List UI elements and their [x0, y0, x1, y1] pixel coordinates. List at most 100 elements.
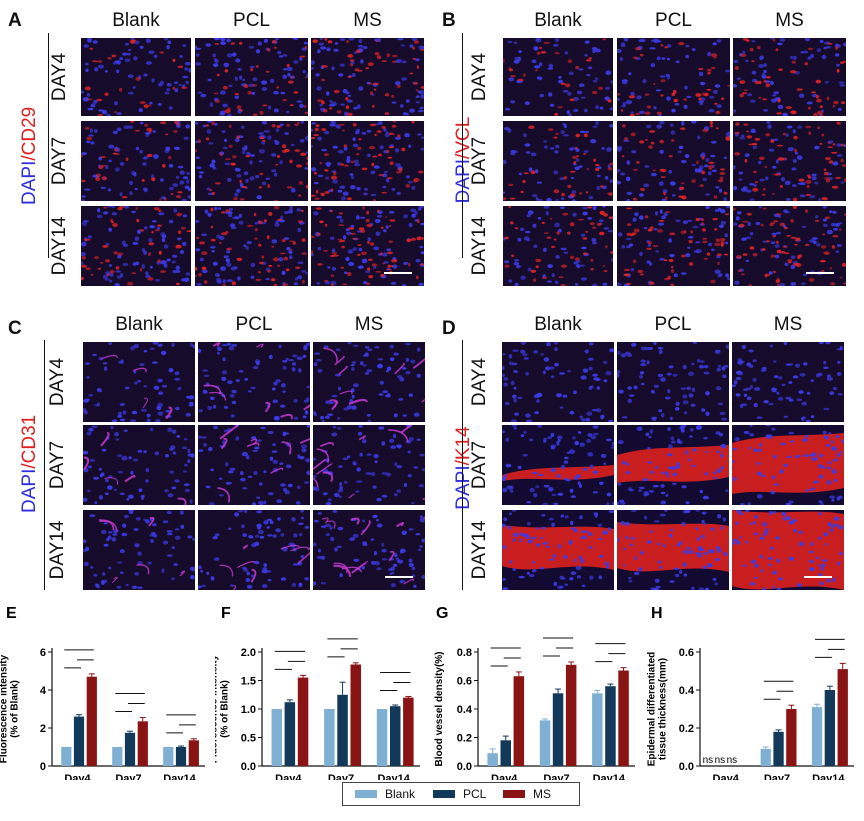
micrograph-tile: [502, 425, 614, 505]
micrograph-tile: [617, 38, 730, 116]
micrograph-tile: [502, 510, 614, 590]
bar: [487, 753, 498, 766]
legend-label-ms: MS: [533, 787, 551, 801]
micrograph-tile: [313, 425, 425, 505]
bar: [112, 747, 123, 766]
x-tick-label: Day7: [764, 773, 790, 780]
row-header: DAY4: [47, 357, 68, 407]
y-tick-label: 2.0: [241, 647, 256, 659]
micrograph-tile: [503, 121, 613, 201]
scale-bar: [804, 576, 832, 578]
micrograph-tile: [733, 206, 846, 286]
y-axis-label: (% of Blank): [220, 680, 231, 738]
chart-h: H 0.0 0.2 0.4 0.6 Epidermal differentiated tis…: [645, 600, 864, 785]
column-header: Blank: [534, 10, 582, 31]
y-tick-label: 4: [40, 685, 47, 697]
y-tick-label: 6: [40, 647, 46, 659]
y-tick-label: 0.0: [679, 761, 694, 773]
legend: Blank PCL MS: [342, 782, 580, 806]
legend-swatch-ms: [503, 790, 525, 798]
bar: [618, 670, 629, 766]
bar: [773, 731, 784, 766]
micrograph-tile: [313, 510, 425, 590]
chart-letter: G: [436, 605, 448, 622]
micrograph-tile: [81, 38, 191, 116]
micrograph-tile: [617, 206, 730, 286]
stain-marker: CD29: [19, 106, 40, 156]
x-tick-label: Day4: [491, 773, 518, 780]
stain-label: DAPI/CD31: [19, 415, 41, 513]
y-axis-label: Epidermal differentiated: [647, 652, 658, 766]
bar: [403, 697, 414, 766]
y-tick-label: 0.4: [457, 704, 473, 716]
column-header: PCL: [654, 314, 692, 335]
column-header: PCL: [235, 314, 273, 335]
row-header: DAY4: [469, 52, 490, 102]
micrograph-tile: [502, 342, 614, 422]
stain-dapi: DAPI: [19, 160, 40, 205]
micrograph-tile: [198, 342, 310, 422]
column-header: PCL: [655, 10, 692, 31]
micrograph-tile: [81, 206, 191, 286]
row-header: DAY7: [47, 440, 68, 490]
bar: [175, 747, 187, 766]
micrograph-tile: [733, 121, 846, 201]
x-tick-label: Day14: [593, 773, 626, 780]
y-tick-label: 0.4: [679, 685, 695, 697]
x-tick-label: Day4: [713, 773, 740, 780]
column-header: MS: [353, 10, 382, 31]
micrograph-tile: [617, 425, 729, 505]
micrograph-tile: [195, 121, 308, 201]
micrograph-tile: [732, 510, 844, 590]
bar: [824, 690, 835, 766]
bar: [605, 686, 616, 766]
micrograph-tile: [198, 425, 310, 505]
bar: [565, 664, 577, 766]
stain-marker: CD31: [19, 414, 40, 464]
row-header: DAY14: [469, 216, 490, 276]
legend-item-pcl: PCL: [433, 787, 486, 801]
y-tick-label: 0.6: [679, 647, 694, 659]
column-header: Blank: [115, 314, 163, 335]
bar: [337, 694, 348, 767]
bar: [539, 720, 551, 766]
row-header: DAY7: [49, 136, 70, 186]
row-header: DAY7: [469, 440, 490, 490]
bar: [124, 732, 136, 767]
ns-label: ns: [715, 755, 726, 766]
legend-swatch-pcl: [433, 790, 455, 798]
stain-label: DAPI/CD29: [19, 107, 41, 205]
stain-separator: /: [19, 155, 40, 161]
column-header: PCL: [233, 10, 270, 31]
panel-divider: [48, 33, 49, 258]
bar: [513, 676, 525, 766]
bar: [271, 709, 282, 766]
legend-label-pcl: PCL: [463, 787, 487, 801]
bar: [376, 709, 388, 766]
micrograph-tile: [617, 510, 729, 590]
scale-bar: [806, 272, 834, 274]
bar: [137, 721, 148, 766]
panel-divider: [462, 33, 463, 258]
scale-bar: [385, 576, 413, 578]
ns-label: ns: [727, 755, 738, 766]
y-tick-label: 0: [40, 761, 46, 773]
micrograph-tile: [195, 38, 308, 116]
y-tick-label: 1.5: [241, 676, 256, 688]
micrograph-tile: [311, 206, 424, 286]
column-header: Blank: [112, 10, 160, 31]
chart-f: F 0.0 0.5 1.0 1.5 2.0 Fluorescence intensity (%…: [209, 600, 430, 785]
bar: [552, 693, 564, 766]
y-tick-label: 1.0: [241, 704, 256, 716]
chart-letter: F: [221, 605, 231, 622]
column-header: MS: [354, 314, 384, 335]
stain-separator: /: [19, 463, 40, 469]
y-tick-label: 2: [40, 723, 46, 735]
bar: [188, 740, 199, 766]
micrograph-tile: [311, 38, 424, 116]
bar: [86, 676, 97, 766]
bar: [390, 706, 401, 766]
x-tick-label: Day14: [812, 773, 845, 780]
micrograph-tile: [617, 121, 730, 201]
panel-letter: C: [8, 318, 22, 339]
